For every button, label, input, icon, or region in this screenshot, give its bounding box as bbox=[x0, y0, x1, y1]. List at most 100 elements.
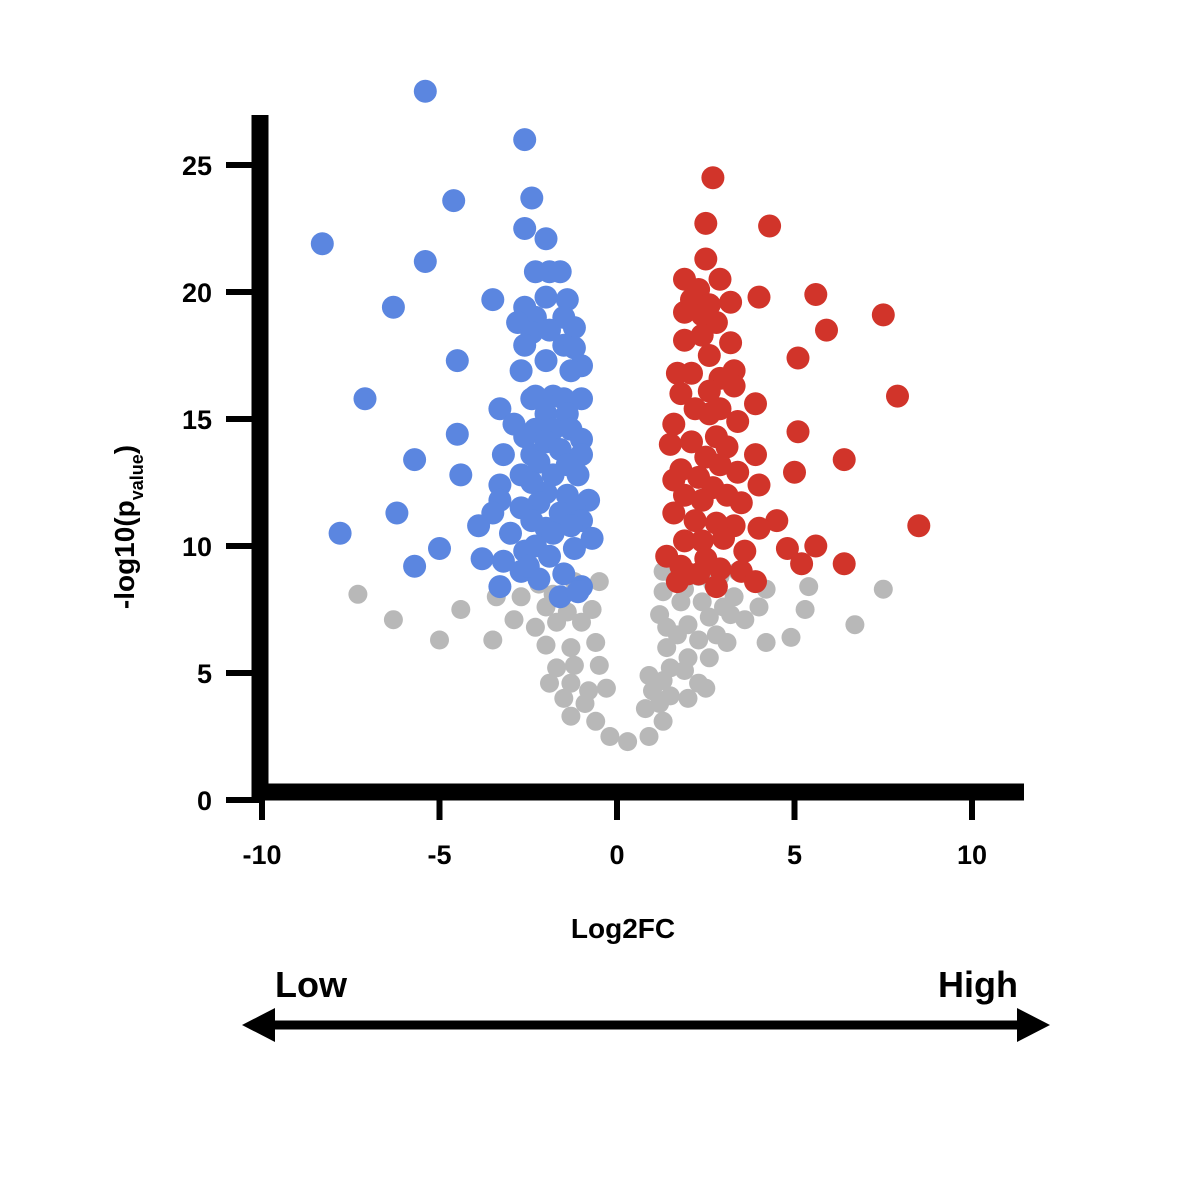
point-up-regulated-12 bbox=[871, 303, 895, 327]
point-not-significant-58 bbox=[650, 605, 670, 625]
point-up-regulated-51 bbox=[673, 483, 696, 507]
point-up-regulated-26 bbox=[886, 384, 909, 408]
point-down-regulated-4 bbox=[513, 217, 537, 240]
point-down-regulated-44 bbox=[513, 425, 537, 449]
point-up-regulated-3 bbox=[694, 247, 718, 271]
point-down-regulated-80 bbox=[428, 537, 451, 560]
y-tick-label-10: 10 bbox=[182, 532, 212, 562]
point-down-regulated-20 bbox=[538, 318, 561, 342]
point-down-regulated-33 bbox=[520, 387, 544, 411]
point-up-regulated-63 bbox=[673, 529, 696, 553]
point-down-regulated-93 bbox=[548, 585, 572, 609]
point-up-regulated-17 bbox=[673, 328, 696, 352]
y-tick-label-25: 25 bbox=[182, 151, 212, 181]
point-not-significant-25 bbox=[561, 673, 581, 693]
point-up-regulated-8 bbox=[804, 283, 828, 306]
point-not-significant-5 bbox=[511, 587, 531, 607]
point-down-regulated-1 bbox=[513, 128, 537, 152]
point-up-regulated-72 bbox=[790, 552, 814, 576]
point-down-regulated-76 bbox=[541, 521, 565, 545]
point-down-regulated-24 bbox=[445, 349, 469, 373]
point-down-regulated-35 bbox=[570, 387, 593, 411]
point-not-significant-53 bbox=[717, 633, 737, 652]
point-not-significant-45 bbox=[678, 688, 698, 708]
point-down-regulated-7 bbox=[534, 227, 558, 251]
point-up-regulated-59 bbox=[907, 514, 931, 538]
point-up-regulated-80 bbox=[676, 562, 700, 586]
point-not-significant-6 bbox=[483, 630, 503, 650]
point-up-regulated-65 bbox=[712, 526, 735, 550]
point-not-significant-29 bbox=[575, 694, 595, 713]
point-not-significant-21 bbox=[547, 658, 567, 678]
point-up-regulated-18 bbox=[690, 323, 714, 347]
point-not-significant-78 bbox=[845, 615, 865, 635]
point-up-regulated-2 bbox=[758, 214, 782, 238]
point-down-regulated-36 bbox=[488, 397, 512, 421]
point-not-significant-32 bbox=[600, 727, 620, 746]
x-tick-label-10: 10 bbox=[957, 840, 987, 870]
x-tick-label-5: 5 bbox=[787, 840, 802, 870]
point-up-regulated-29 bbox=[722, 374, 746, 398]
point-not-significant-28 bbox=[596, 678, 616, 698]
point-down-regulated-27 bbox=[509, 359, 533, 383]
point-up-regulated-58 bbox=[765, 509, 789, 533]
arrow-right-head-icon bbox=[1017, 1008, 1050, 1042]
arrow-left-head-icon bbox=[242, 1008, 275, 1042]
point-up-regulated-13 bbox=[673, 300, 696, 324]
point-up-regulated-0 bbox=[701, 166, 725, 190]
point-up-regulated-11 bbox=[719, 290, 743, 314]
point-up-regulated-19 bbox=[719, 331, 743, 355]
point-not-significant-48 bbox=[699, 648, 719, 668]
point-up-regulated-27 bbox=[669, 382, 693, 406]
point-not-significant-0 bbox=[348, 584, 368, 604]
point-not-significant-47 bbox=[678, 648, 698, 668]
point-down-regulated-57 bbox=[566, 463, 590, 487]
point-down-regulated-86 bbox=[403, 554, 427, 578]
arrow-low-label: Low bbox=[275, 964, 348, 1005]
point-down-regulated-48 bbox=[491, 443, 515, 467]
y-tick-label-0: 0 bbox=[197, 786, 212, 816]
point-down-regulated-63 bbox=[527, 491, 551, 515]
point-down-regulated-94 bbox=[566, 580, 590, 604]
point-not-significant-2 bbox=[451, 600, 471, 619]
point-not-significant-20 bbox=[586, 633, 606, 652]
point-down-regulated-69 bbox=[385, 501, 409, 525]
point-not-significant-66 bbox=[724, 587, 744, 607]
point-up-regulated-50 bbox=[747, 473, 771, 497]
point-up-regulated-47 bbox=[783, 460, 806, 484]
point-down-regulated-79 bbox=[580, 526, 604, 550]
point-up-regulated-64 bbox=[690, 529, 714, 553]
point-not-significant-17 bbox=[572, 612, 591, 632]
point-not-significant-24 bbox=[540, 673, 559, 693]
point-down-regulated-26 bbox=[534, 349, 558, 373]
point-up-regulated-36 bbox=[786, 420, 810, 444]
point-not-significant-15 bbox=[525, 617, 545, 637]
point-not-significant-35 bbox=[653, 711, 673, 731]
point-down-regulated-12 bbox=[481, 288, 505, 312]
point-down-regulated-84 bbox=[538, 544, 561, 568]
point-up-regulated-41 bbox=[744, 443, 767, 467]
point-not-significant-22 bbox=[564, 655, 584, 675]
point-not-significant-77 bbox=[781, 627, 801, 647]
point-up-regulated-62 bbox=[747, 516, 771, 540]
x-tick-label--5: -5 bbox=[427, 840, 451, 870]
x-axis-title: Log2FC bbox=[571, 913, 675, 944]
point-down-regulated-75 bbox=[499, 521, 522, 545]
point-not-significant-42 bbox=[639, 666, 659, 685]
point-up-regulated-5 bbox=[708, 267, 732, 291]
point-down-regulated-83 bbox=[470, 547, 494, 571]
point-down-regulated-10 bbox=[548, 260, 572, 284]
x-tick-label--10: -10 bbox=[242, 840, 281, 870]
point-not-significant-75 bbox=[795, 600, 815, 619]
point-down-regulated-90 bbox=[488, 575, 512, 599]
point-up-regulated-79 bbox=[744, 570, 767, 594]
point-not-significant-27 bbox=[554, 688, 574, 708]
point-up-regulated-78 bbox=[704, 575, 728, 599]
point-not-significant-33 bbox=[618, 732, 638, 752]
axis-ticks: -10 -5 0 5 10 0 5 10 15 20 25 bbox=[182, 151, 987, 870]
point-down-regulated-92 bbox=[516, 554, 540, 578]
point-up-regulated-68 bbox=[733, 539, 757, 563]
point-down-regulated-50 bbox=[403, 448, 427, 472]
y-tick-label-20: 20 bbox=[182, 278, 212, 308]
point-not-significant-76 bbox=[756, 633, 776, 652]
